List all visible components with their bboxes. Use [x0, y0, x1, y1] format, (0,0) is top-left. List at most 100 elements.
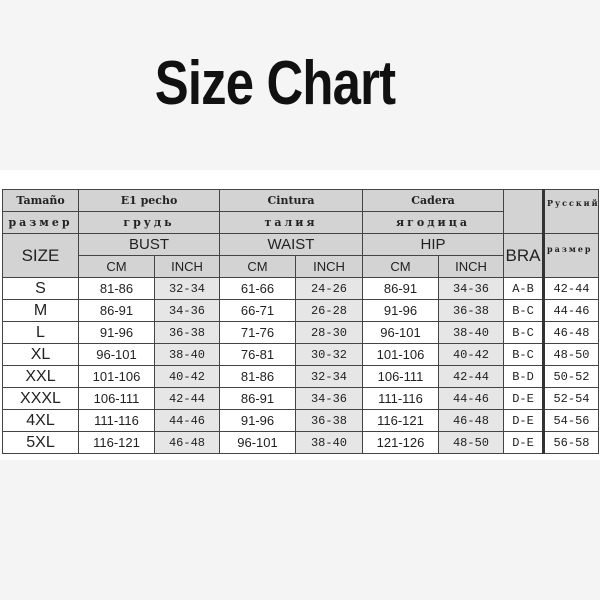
- header-size-es: Tamaño: [2, 189, 79, 212]
- header-size: SIZE: [2, 233, 79, 278]
- cell-hip-cm: 111-116: [362, 387, 439, 410]
- cell-waist-in: 28-30: [295, 321, 363, 344]
- unit-hip-inch: INCH: [438, 255, 504, 278]
- header-hip: HIP: [362, 233, 504, 256]
- cell-hip-in: 38-40: [438, 321, 504, 344]
- table-row: 4XL 111-116 44-46 91-96 36-38 116-121 46-48 D-E…: [2, 409, 599, 432]
- cell-hip-in: 48-50: [438, 431, 504, 454]
- cell-hip-in: 34-36: [438, 277, 504, 300]
- cell-waist-in: 24-26: [295, 277, 363, 300]
- cell-bra: A-B: [503, 277, 544, 300]
- unit-bust-cm: CM: [78, 255, 155, 278]
- cell-bust-in: 46-48: [154, 431, 220, 454]
- cell-hip-in: 36-38: [438, 299, 504, 322]
- header-hip-ru: ягодица: [362, 211, 504, 234]
- cell-hip-cm: 121-126: [362, 431, 439, 454]
- cell-hip-cm: 116-121: [362, 409, 439, 432]
- cell-waist-cm: 66-71: [219, 299, 296, 322]
- cell-ru: 50-52: [542, 365, 599, 388]
- cell-waist-in: 30-32: [295, 343, 363, 366]
- cell-bust-cm: 116-121: [78, 431, 155, 454]
- table-row: M 86-91 34-36 66-71 26-28 91-96 36-38 B-C 44-46: [2, 299, 599, 322]
- cell-bust-in: 44-46: [154, 409, 220, 432]
- cell-waist-cm: 96-101: [219, 431, 296, 454]
- cell-size: M: [2, 299, 79, 322]
- header-russian-size: размер: [542, 233, 599, 278]
- cell-bra: D-E: [503, 387, 544, 410]
- size-chart-table: Tamaño E1 pecho Cintura Cadera Русский р…: [2, 189, 599, 454]
- cell-waist-in: 34-36: [295, 387, 363, 410]
- header-bust: BUST: [78, 233, 220, 256]
- cell-bust-in: 34-36: [154, 299, 220, 322]
- table-row: XXL 101-106 40-42 81-86 32-34 106-111 42-44 B-D…: [2, 365, 599, 388]
- cell-bra: D-E: [503, 409, 544, 432]
- unit-bust-inch: INCH: [154, 255, 220, 278]
- header-bust-ru: грудь: [78, 211, 220, 234]
- cell-waist-cm: 76-81: [219, 343, 296, 366]
- unit-waist-cm: CM: [219, 255, 296, 278]
- header-bust-es: E1 pecho: [78, 189, 220, 212]
- cell-bust-in: 40-42: [154, 365, 220, 388]
- cell-size: S: [2, 277, 79, 300]
- cell-waist-in: 26-28: [295, 299, 363, 322]
- cell-bust-in: 38-40: [154, 343, 220, 366]
- cell-waist-cm: 86-91: [219, 387, 296, 410]
- unit-hip-cm: CM: [362, 255, 439, 278]
- header-waist: WAIST: [219, 233, 363, 256]
- cell-hip-cm: 91-96: [362, 299, 439, 322]
- cell-waist-in: 38-40: [295, 431, 363, 454]
- cell-bra: B-C: [503, 321, 544, 344]
- header-blank: [503, 189, 544, 234]
- cell-size: L: [2, 321, 79, 344]
- table-row: S 81-86 32-34 61-66 24-26 86-91 34-36 A-B 42-44: [2, 277, 599, 300]
- cell-ru: 44-46: [542, 299, 599, 322]
- cell-waist-in: 36-38: [295, 409, 363, 432]
- header-russian: Русский: [542, 189, 599, 234]
- header-waist-es: Cintura: [219, 189, 363, 212]
- cell-ru: 52-54: [542, 387, 599, 410]
- cell-bra: D-E: [503, 431, 544, 454]
- header-bra: BRA: [503, 233, 544, 278]
- cell-waist-cm: 91-96: [219, 409, 296, 432]
- cell-hip-cm: 86-91: [362, 277, 439, 300]
- cell-hip-in: 42-44: [438, 365, 504, 388]
- cell-waist-cm: 81-86: [219, 365, 296, 388]
- cell-ru: 46-48: [542, 321, 599, 344]
- cell-bust-in: 42-44: [154, 387, 220, 410]
- cell-waist-in: 32-34: [295, 365, 363, 388]
- cell-size: 4XL: [2, 409, 79, 432]
- cell-hip-cm: 96-101: [362, 321, 439, 344]
- page-title: Size Chart: [154, 49, 396, 118]
- cell-size: XXL: [2, 365, 79, 388]
- cell-ru: 54-56: [542, 409, 599, 432]
- cell-hip-cm: 106-111: [362, 365, 439, 388]
- header-hip-es: Cadera: [362, 189, 504, 212]
- unit-waist-inch: INCH: [295, 255, 363, 278]
- cell-bra: B-C: [503, 299, 544, 322]
- cell-bust-in: 36-38: [154, 321, 220, 344]
- cell-size: 5XL: [2, 431, 79, 454]
- header-waist-ru: талия: [219, 211, 363, 234]
- cell-hip-in: 40-42: [438, 343, 504, 366]
- cell-bust-cm: 101-106: [78, 365, 155, 388]
- cell-bust-cm: 81-86: [78, 277, 155, 300]
- cell-hip-in: 46-48: [438, 409, 504, 432]
- cell-bust-cm: 86-91: [78, 299, 155, 322]
- cell-hip-cm: 101-106: [362, 343, 439, 366]
- cell-hip-in: 44-46: [438, 387, 504, 410]
- cell-size: XXXL: [2, 387, 79, 410]
- table-row: 5XL 116-121 46-48 96-101 38-40 121-126 48-50 D-…: [2, 431, 599, 454]
- cell-bust-cm: 96-101: [78, 343, 155, 366]
- header-size-ru: размер: [2, 211, 79, 234]
- table-row: L 91-96 36-38 71-76 28-30 96-101 38-40 B-C 46-48: [2, 321, 599, 344]
- cell-waist-cm: 61-66: [219, 277, 296, 300]
- table-row: XXXL 106-111 42-44 86-91 34-36 111-116 44-46 D-…: [2, 387, 599, 410]
- cell-bust-cm: 91-96: [78, 321, 155, 344]
- cell-bust-in: 32-34: [154, 277, 220, 300]
- table-row: XL 96-101 38-40 76-81 30-32 101-106 40-42 B-C 48…: [2, 343, 599, 366]
- cell-bra: B-D: [503, 365, 544, 388]
- cell-waist-cm: 71-76: [219, 321, 296, 344]
- cell-ru: 42-44: [542, 277, 599, 300]
- cell-bust-cm: 111-116: [78, 409, 155, 432]
- cell-bust-cm: 106-111: [78, 387, 155, 410]
